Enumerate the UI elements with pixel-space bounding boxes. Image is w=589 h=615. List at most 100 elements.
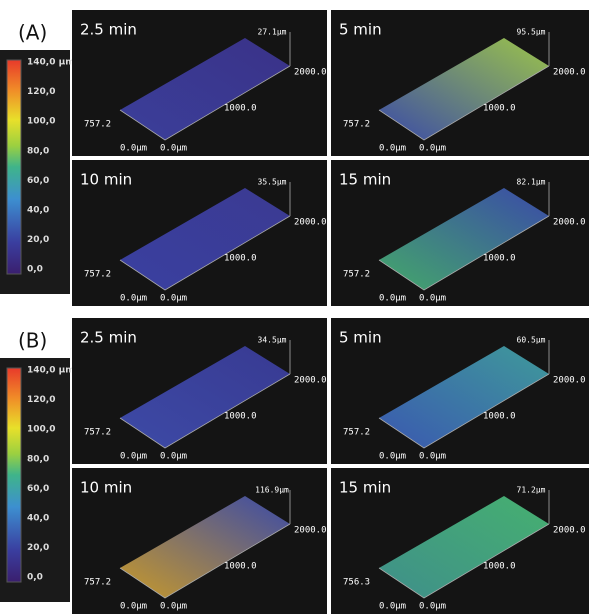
z-max-label: 71.2µm <box>517 486 546 495</box>
z-max-label: 27.1µm <box>258 28 287 37</box>
colorbar-label: 0,0 <box>27 573 43 583</box>
x-end-label: 2000.0 <box>553 218 586 228</box>
y-end-label: 757.2 <box>84 270 111 280</box>
time-label: 10 min <box>80 479 132 497</box>
surface <box>379 346 549 448</box>
surface <box>379 188 549 290</box>
y-end-label: 757.2 <box>343 120 370 130</box>
z-max-label: 82.1µm <box>517 178 546 187</box>
panel-label: (A) <box>18 21 47 45</box>
surface <box>120 346 290 448</box>
y-end-label: 757.2 <box>84 120 111 130</box>
axis-lines <box>119 523 291 599</box>
z-origin-label: 0.0µm <box>379 452 406 462</box>
z-origin-label: 0.0µm <box>120 294 147 304</box>
x-origin-label: 0.0µm <box>419 144 446 154</box>
colorbar-label: 140,0 µm <box>27 366 75 376</box>
plot: 5 min 95.5µm 2000.0 1000.0 757.2 0.0µm 0.0µm <box>331 10 589 156</box>
x-origin-label: 0.0µm <box>160 602 187 612</box>
z-origin-label: 0.0µm <box>379 144 406 154</box>
x-mid-label: 1000.0 <box>224 412 257 422</box>
y-end-label: 756.3 <box>343 578 370 588</box>
x-mid-label: 1000.0 <box>224 104 257 114</box>
x-mid-label: 1000.0 <box>224 254 257 264</box>
time-label: 5 min <box>339 329 382 347</box>
colorbar-label: 40,0 <box>27 514 49 524</box>
z-max-label: 116.9µm <box>255 486 289 495</box>
x-origin-label: 0.0µm <box>419 294 446 304</box>
y-end-label: 757.2 <box>343 428 370 438</box>
plot: 2.5 min 34.5µm 2000.0 1000.0 757.2 0.0µm 0.0µm <box>72 318 327 464</box>
z-origin-label: 0.0µm <box>379 602 406 612</box>
surface <box>379 496 549 598</box>
colorbar-label: 40,0 <box>27 206 49 216</box>
plot: 10 min 116.9µm 2000.0 1000.0 757.2 0.0µm 0.0µm <box>72 468 327 614</box>
axis-lines <box>378 373 550 449</box>
x-mid-label: 1000.0 <box>224 562 257 572</box>
z-origin-label: 0.0µm <box>120 452 147 462</box>
axis-lines <box>119 65 291 141</box>
panel-label: (B) <box>18 329 47 353</box>
colorbar <box>6 59 22 275</box>
axis-lines <box>378 523 550 599</box>
z-max-label: 34.5µm <box>258 336 287 345</box>
y-end-label: 757.2 <box>84 428 111 438</box>
time-label: 10 min <box>80 171 132 189</box>
plot: 2.5 min 27.1µm 2000.0 1000.0 757.2 0.0µm 0.0µm <box>72 10 327 156</box>
x-mid-label: 1000.0 <box>483 562 516 572</box>
colorbar-label: 120,0 <box>27 395 55 405</box>
x-end-label: 2000.0 <box>553 376 586 386</box>
colorbar <box>6 367 22 583</box>
plot: 5 min 60.5µm 2000.0 1000.0 757.2 0.0µm 0.0µm <box>331 318 589 464</box>
time-label: 15 min <box>339 479 391 497</box>
x-origin-label: 0.0µm <box>419 602 446 612</box>
surface <box>379 38 549 140</box>
surface <box>120 496 290 598</box>
surface <box>120 38 290 140</box>
colorbar-label: 80,0 <box>27 454 49 464</box>
x-end-label: 2000.0 <box>294 68 327 78</box>
plot: 15 min 71.2µm 2000.0 1000.0 756.3 0.0µm 0.0µm <box>331 468 589 614</box>
z-origin-label: 0.0µm <box>120 144 147 154</box>
colorbar-label: 20,0 <box>27 543 49 553</box>
z-origin-label: 0.0µm <box>120 602 147 612</box>
axis-lines <box>119 215 291 291</box>
colorbar-label: 100,0 <box>27 425 55 435</box>
colorbar-label: 120,0 <box>27 87 55 97</box>
time-label: 2.5 min <box>80 21 137 39</box>
time-label: 5 min <box>339 21 382 39</box>
z-max-label: 35.5µm <box>258 178 287 187</box>
axis-lines <box>378 215 550 291</box>
x-end-label: 2000.0 <box>294 218 327 228</box>
axis-lines <box>378 65 550 141</box>
colorbar-label: 100,0 <box>27 117 55 127</box>
x-end-label: 2000.0 <box>294 526 327 536</box>
colorbar-label: 80,0 <box>27 146 49 156</box>
y-end-label: 757.2 <box>343 270 370 280</box>
z-max-label: 95.5µm <box>517 28 546 37</box>
x-mid-label: 1000.0 <box>483 412 516 422</box>
time-label: 2.5 min <box>80 329 137 347</box>
time-label: 15 min <box>339 171 391 189</box>
x-origin-label: 0.0µm <box>419 452 446 462</box>
x-origin-label: 0.0µm <box>160 452 187 462</box>
y-end-label: 757.2 <box>84 578 111 588</box>
z-origin-label: 0.0µm <box>379 294 406 304</box>
x-origin-label: 0.0µm <box>160 144 187 154</box>
plot: 10 min 35.5µm 2000.0 1000.0 757.2 0.0µm 0.0µm <box>72 160 327 306</box>
x-mid-label: 1000.0 <box>483 104 516 114</box>
colorbar-label: 20,0 <box>27 235 49 245</box>
x-mid-label: 1000.0 <box>483 254 516 264</box>
axis-lines <box>119 373 291 449</box>
x-end-label: 2000.0 <box>553 526 586 536</box>
colorbar-label: 60,0 <box>27 176 49 186</box>
x-origin-label: 0.0µm <box>160 294 187 304</box>
plot: 15 min 82.1µm 2000.0 1000.0 757.2 0.0µm 0.0µm <box>331 160 589 306</box>
colorbar-label: 60,0 <box>27 484 49 494</box>
colorbar-label: 0,0 <box>27 265 43 275</box>
surface <box>120 188 290 290</box>
x-end-label: 2000.0 <box>553 68 586 78</box>
colorbar-label: 140,0 µm <box>27 58 75 68</box>
x-end-label: 2000.0 <box>294 376 327 386</box>
